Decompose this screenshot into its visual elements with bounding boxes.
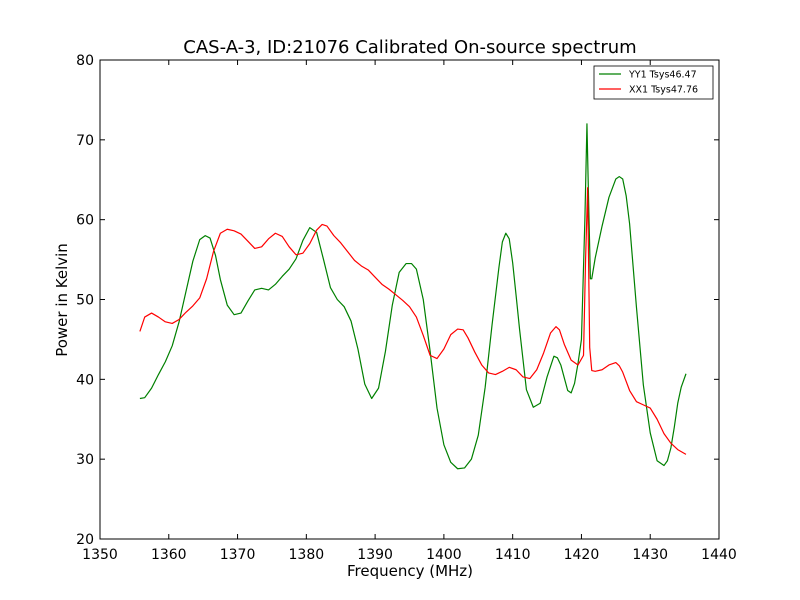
y-tick-label: 20 [76,532,94,548]
legend-label-yy1: YY1 Tsys46.47 [628,70,697,81]
x-tick-label: 1350 [82,547,118,563]
y-axis-label: Power in Kelvin [53,243,71,357]
x-tick-label: 1430 [632,547,668,563]
x-tick-label: 1380 [289,547,325,563]
y-tick-label: 40 [76,372,94,388]
y-tick-label: 70 [76,133,94,149]
y-tick-label: 30 [76,452,94,468]
legend-box [593,65,714,100]
y-tick-label: 80 [76,53,94,69]
x-tick-label: 1360 [151,547,187,563]
y-axis-ticks: 20 30 40 50 60 70 80 [76,53,719,548]
legend-label-xx1: XX1 Tsys47.76 [629,85,698,96]
x-tick-label: 1410 [495,547,531,563]
x-tick-label: 1390 [357,547,393,563]
x-tick-label: 1400 [426,547,462,563]
x-tick-label: 1440 [701,547,737,563]
series-line-xx1 [139,187,687,455]
x-tick-label: 1420 [564,547,600,563]
x-tick-label: 1370 [220,547,256,563]
x-axis-ticks: 1350 1360 1370 1380 1390 1400 1410 1420 1430 1440 [82,60,737,563]
x-axis-label: Frequency (MHz) [347,562,473,580]
chart-title: CAS-A-3, ID:21076 Calibrated On-source s… [183,37,636,58]
series-line-yy1 [139,123,687,470]
legend: YY1 Tsys46.47 XX1 Tsys47.76 [593,65,714,100]
y-tick-label: 50 [76,293,94,309]
y-tick-label: 60 [76,213,94,229]
plot-lines [139,123,687,470]
